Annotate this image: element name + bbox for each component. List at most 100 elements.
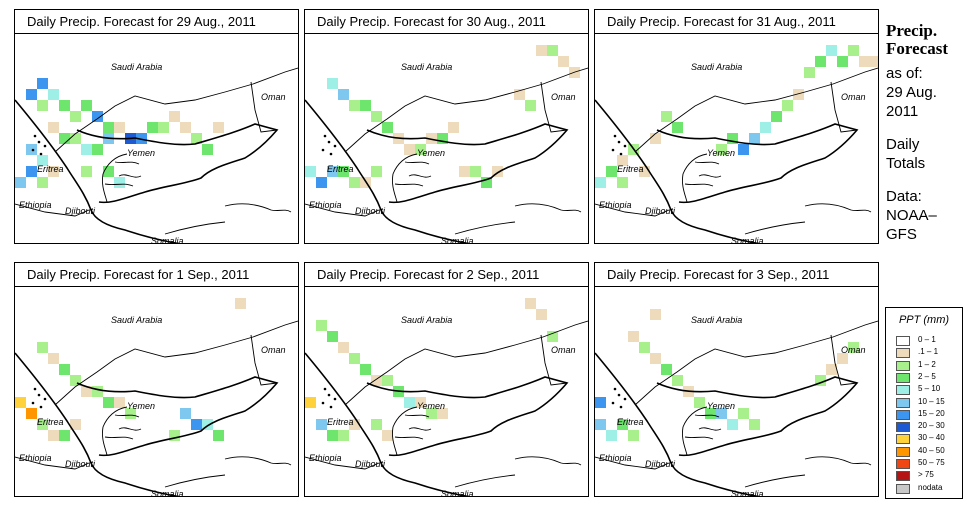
island-mark — [617, 140, 621, 144]
precip-cell — [327, 331, 338, 342]
country-label-somalia: Somalia — [441, 489, 474, 496]
country-label-ethiopia: Ethiopia — [19, 453, 52, 463]
precip-cell — [327, 166, 338, 177]
precip-cell — [26, 408, 37, 419]
border-path — [305, 203, 380, 217]
island-mark — [321, 148, 325, 152]
coastline-path — [830, 334, 858, 386]
legend-label: 40 – 50 — [918, 445, 945, 455]
island-mark — [39, 405, 43, 409]
border-path — [15, 203, 90, 217]
island-mark — [327, 140, 331, 144]
country-label-yemen: Yemen — [127, 148, 156, 158]
country-label-djibouti: Djibouti — [645, 459, 676, 469]
country-label-yemen: Yemen — [707, 148, 736, 158]
border-path — [394, 414, 432, 440]
precip-cell — [815, 375, 826, 386]
precip-cell — [617, 177, 628, 188]
precip-cell — [426, 408, 437, 419]
legend-item: 20 – 30 — [896, 421, 960, 433]
border-path — [104, 414, 142, 440]
border-path — [684, 414, 722, 440]
country-label-eritrea: Eritrea — [37, 164, 64, 174]
precip-cell — [338, 342, 349, 353]
precip-cell — [37, 342, 48, 353]
island-mark — [323, 134, 327, 138]
precip-cell — [371, 166, 382, 177]
precip-cell — [48, 122, 59, 133]
precip-cell — [103, 397, 114, 408]
border-path — [394, 161, 432, 187]
legend-swatch — [896, 422, 910, 433]
totals-line: Daily — [886, 136, 920, 153]
legend-swatch — [896, 446, 910, 457]
forecast-panel-3: Daily Precip. Forecast for 31 Aug., 2011… — [594, 9, 879, 244]
precip-cell — [628, 331, 639, 342]
border-path — [392, 406, 418, 456]
coastline-path — [595, 99, 760, 243]
precip-map: Saudi Arabia Oman Yemen Eritrea Ethiopia Djib… — [595, 287, 878, 496]
sidebar-info: Precip. Forecast as of: 29 Aug. 2011 Dai… — [886, 22, 966, 244]
asof-line: as of: — [886, 65, 923, 82]
legend-swatch — [896, 336, 910, 346]
precip-cell — [536, 309, 547, 320]
precip-cell — [826, 45, 837, 56]
precip-cell — [327, 78, 338, 89]
coastline-path — [595, 352, 760, 496]
legend-title: PPT (mm) — [898, 314, 950, 326]
precip-cell — [81, 144, 92, 155]
precip-map: Saudi Arabia Oman Yemen Eritrea Ethiopia Djib… — [305, 34, 588, 243]
country-label-yemen: Yemen — [417, 148, 446, 158]
forecast-panel-6: Daily Precip. Forecast for 3 Sep., 2011 … — [594, 262, 879, 497]
precip-cell — [793, 89, 804, 100]
precip-cell — [536, 45, 547, 56]
precip-cell — [338, 430, 349, 441]
country-label-ethiopia: Ethiopia — [19, 200, 52, 210]
legend-label: 1 – 2 — [918, 359, 936, 369]
island-mark — [623, 144, 627, 148]
precip-cell — [213, 430, 224, 441]
precip-cell — [235, 298, 246, 309]
precip-cell — [48, 430, 59, 441]
precip-cell — [437, 133, 448, 144]
precip-cell — [37, 419, 48, 430]
precip-cell — [727, 419, 738, 430]
precip-cell — [59, 430, 70, 441]
coastline-path — [54, 320, 298, 406]
legend-item: 30 – 40 — [896, 433, 960, 445]
legend-swatch — [896, 348, 910, 359]
precip-cell — [202, 419, 213, 430]
legend-label: nodata — [918, 482, 943, 492]
island-mark — [619, 405, 623, 409]
island-mark — [37, 140, 41, 144]
country-label-djibouti: Djibouti — [355, 206, 386, 216]
island-mark — [43, 397, 47, 401]
legend-swatch — [896, 385, 910, 396]
precip-cell — [492, 166, 503, 177]
precip-cell — [26, 144, 37, 155]
precip-cell — [870, 56, 878, 67]
country-label-saudi: Saudi Arabia — [401, 315, 453, 325]
country-label-ethiopia: Ethiopia — [309, 453, 342, 463]
coastline-path — [656, 123, 859, 204]
border-path — [104, 161, 142, 187]
forecast-panel-4: Daily Precip. Forecast for 1 Sep., 2011 … — [14, 262, 299, 497]
precip-cell — [59, 100, 70, 111]
border-path — [454, 221, 516, 235]
legend-item: 40 – 50 — [896, 445, 960, 458]
precip-cell — [360, 100, 371, 111]
precip-cell — [470, 166, 481, 177]
panel-title: Daily Precip. Forecast for 30 Aug., 2011 — [305, 10, 588, 34]
border-path — [595, 456, 670, 470]
precip-cell — [738, 408, 749, 419]
precip-cell — [26, 166, 37, 177]
forecast-panel-2: Daily Precip. Forecast for 30 Aug., 2011… — [304, 9, 589, 244]
precip-cell — [169, 430, 180, 441]
precip-cell — [48, 166, 59, 177]
forecast-panel-1: Daily Precip. Forecast for 29 Aug., 2011… — [14, 9, 299, 244]
precip-cell — [191, 133, 202, 144]
island-mark — [321, 401, 325, 405]
precip-cell — [81, 100, 92, 111]
country-label-oman: Oman — [261, 345, 286, 355]
legend-swatch — [896, 483, 910, 494]
